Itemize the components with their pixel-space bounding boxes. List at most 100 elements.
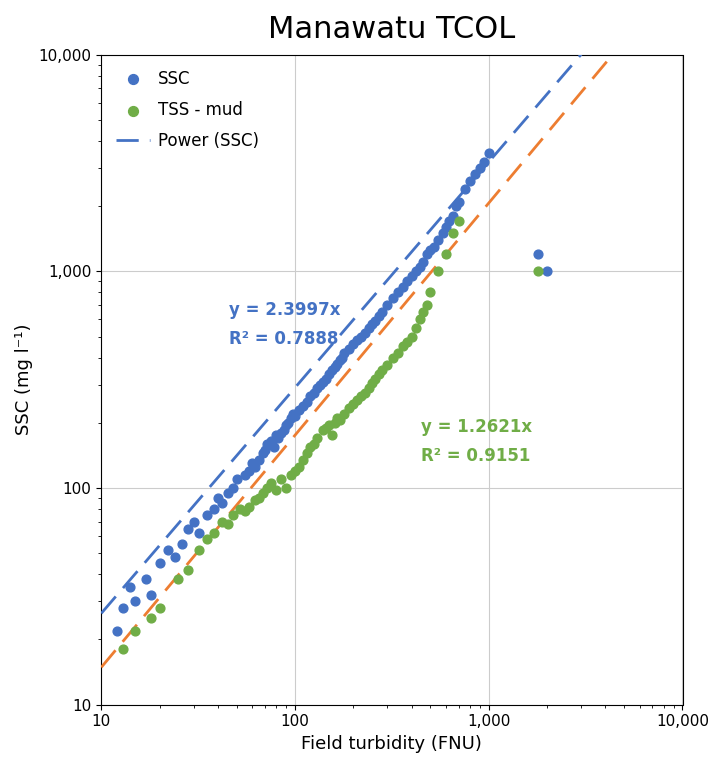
SSC <box>253 454 264 466</box>
SSC <box>216 497 228 509</box>
SSC <box>272 432 284 444</box>
TSS - mud <box>216 515 228 528</box>
Legend: SSC, TSS - mud, Power (SSC): SSC, TSS - mud, Power (SSC) <box>109 63 266 157</box>
TSS - mud <box>348 398 359 410</box>
Power (SSC) <box>443 206 452 215</box>
SSC <box>479 156 490 168</box>
TSS - mud <box>182 564 194 576</box>
TSS - mud <box>382 359 393 371</box>
TSS - mud <box>234 503 245 515</box>
Power (SSC) <box>624 0 633 5</box>
SSC <box>227 482 239 494</box>
TSS - mud <box>359 387 371 399</box>
SSC <box>443 215 455 227</box>
SSC <box>397 280 408 293</box>
TSS - mud <box>293 461 305 473</box>
Power (SSC) <box>99 607 108 616</box>
TSS - mud <box>239 505 251 518</box>
SSC <box>326 364 337 376</box>
SSC <box>376 306 387 318</box>
TSS - mud <box>447 227 458 240</box>
SSC <box>305 390 316 402</box>
SSC <box>222 487 234 499</box>
TSS - mud <box>261 482 273 494</box>
TSS - mud <box>334 415 345 427</box>
Power (SSC) <box>97 609 106 618</box>
TSS - mud <box>339 408 350 420</box>
SSC <box>406 270 418 283</box>
SSC <box>329 362 340 374</box>
SSC <box>414 260 426 273</box>
TSS - mud <box>392 347 404 359</box>
TSS - mud <box>172 573 184 585</box>
SSC <box>293 403 305 415</box>
TSS - mud <box>285 468 297 481</box>
SSC <box>421 248 433 260</box>
SSC <box>392 286 404 299</box>
TSS - mud <box>453 215 465 227</box>
SSC <box>339 347 350 359</box>
SSC <box>464 175 476 187</box>
TSS - mud <box>387 352 399 364</box>
SSC <box>239 468 251 481</box>
TSS - mud <box>311 432 323 444</box>
SSC <box>276 426 287 439</box>
TSS - mud <box>366 377 378 389</box>
SSC <box>469 168 481 180</box>
Power (SSC) <box>452 194 461 204</box>
TSS - mud <box>301 447 313 459</box>
TSS - mud <box>298 454 309 466</box>
TSS - mud <box>305 441 316 453</box>
TSS - mud <box>222 518 234 531</box>
SSC <box>387 293 399 305</box>
SSC <box>425 244 437 257</box>
SSC <box>279 424 290 436</box>
Power (SSC) <box>586 38 595 48</box>
SSC <box>459 183 471 195</box>
SSC <box>363 322 374 334</box>
TSS - mud <box>414 313 426 326</box>
SSC <box>246 457 258 469</box>
TSS - mud <box>193 544 205 556</box>
SSC <box>265 435 277 447</box>
SSC <box>324 368 335 380</box>
SSC <box>382 299 393 311</box>
SSC <box>282 417 294 429</box>
TSS - mud <box>227 509 239 521</box>
SSC <box>474 162 486 174</box>
TSS - mud <box>145 612 156 624</box>
SSC <box>337 352 348 364</box>
SSC <box>271 429 282 442</box>
SSC <box>153 557 165 569</box>
SSC <box>366 318 378 330</box>
TSS - mud <box>329 417 340 429</box>
Text: R² = 0.7888: R² = 0.7888 <box>230 330 339 348</box>
TSS - mud <box>276 473 287 485</box>
SSC <box>140 573 152 585</box>
TSS - mud <box>208 527 219 539</box>
SSC <box>111 624 122 637</box>
SSC <box>308 387 319 399</box>
Power (SSC) <box>441 208 450 217</box>
SSC <box>117 601 129 614</box>
SSC <box>359 326 371 339</box>
SSC <box>301 396 313 408</box>
SSC <box>269 441 280 453</box>
Y-axis label: SSC (mg l⁻¹): SSC (mg l⁻¹) <box>15 324 33 435</box>
SSC <box>201 509 212 521</box>
TSS - mud <box>117 644 129 656</box>
SSC <box>145 589 156 601</box>
TSS - mud <box>532 265 544 277</box>
Text: y = 1.2621x: y = 1.2621x <box>421 418 532 435</box>
SSC <box>352 334 363 346</box>
SSC <box>370 315 382 327</box>
TSS - mud <box>280 482 292 494</box>
TSS - mud <box>332 412 343 425</box>
Text: y = 2.3997x: y = 2.3997x <box>230 301 341 319</box>
TSS - mud <box>130 624 141 637</box>
SSC <box>130 595 141 607</box>
SSC <box>542 265 553 277</box>
TSS - mud <box>243 501 255 513</box>
TSS - mud <box>308 438 319 450</box>
SSC <box>318 376 329 388</box>
